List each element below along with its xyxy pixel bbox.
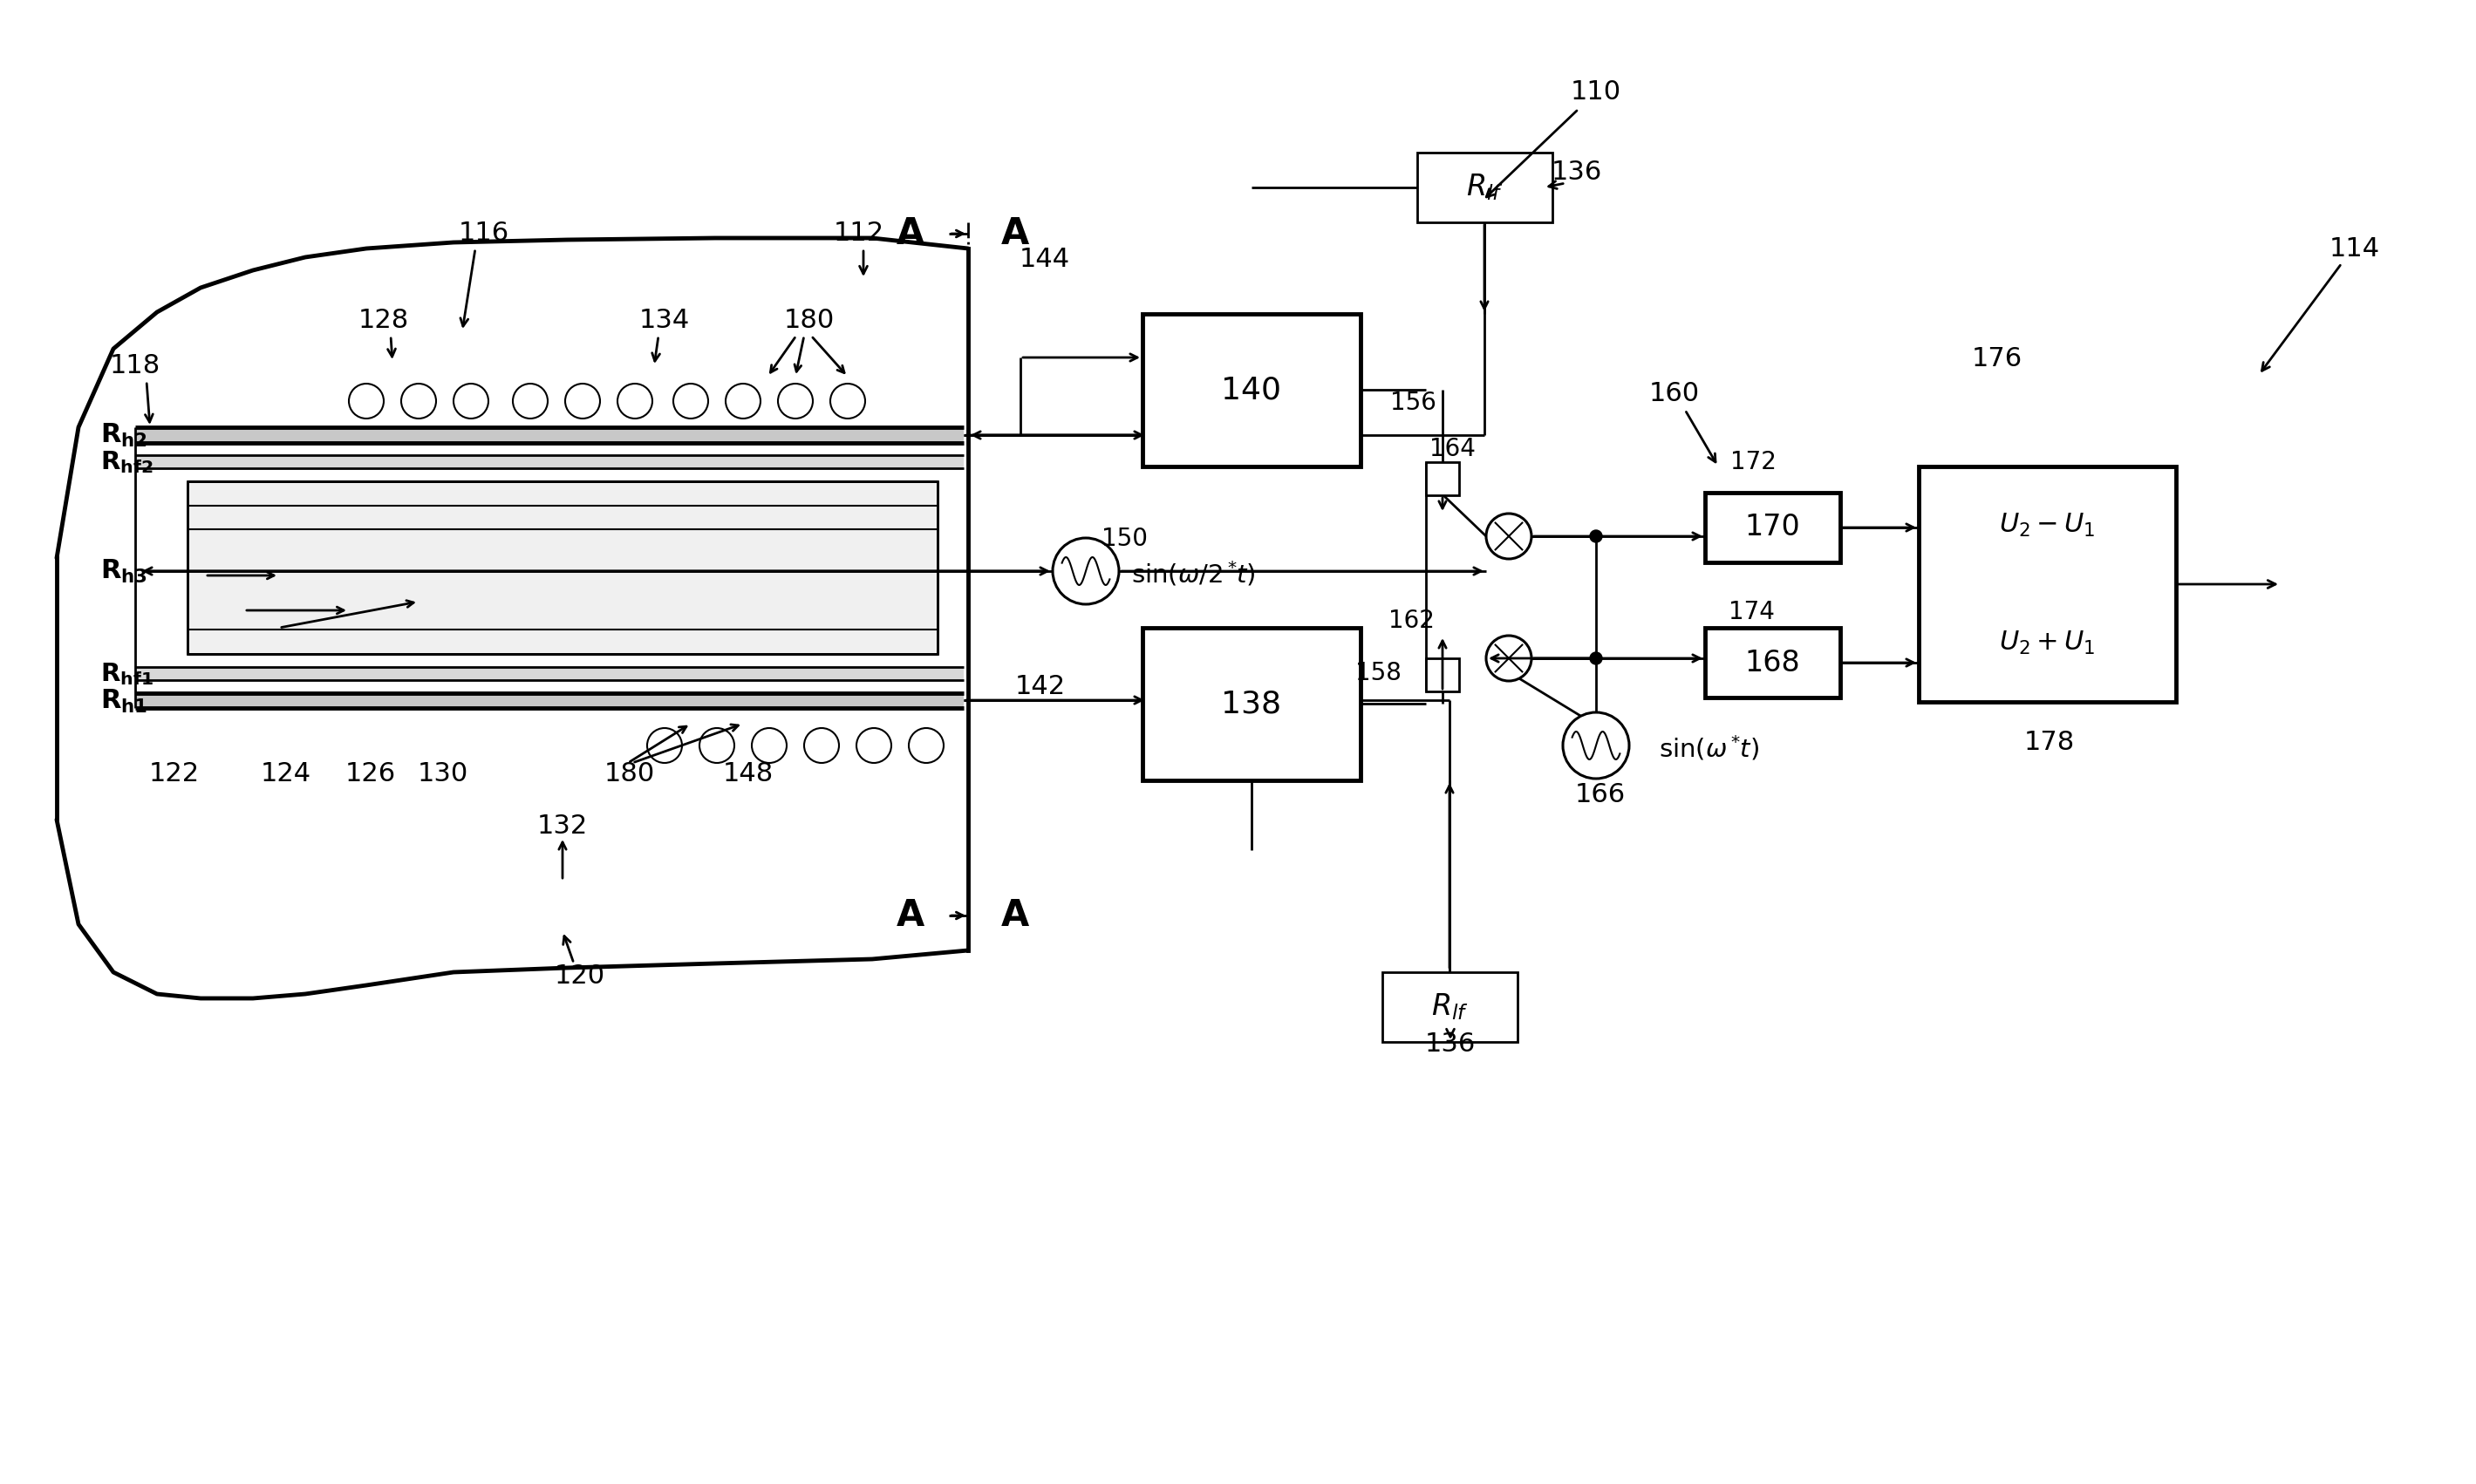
Bar	[136, 456, 963, 469]
Circle shape	[401, 384, 436, 418]
Bar	[1426, 659, 1458, 692]
Circle shape	[565, 384, 599, 418]
Text: $U_2+U_1$: $U_2+U_1$	[1998, 629, 2095, 656]
Text: 176: 176	[1971, 347, 2023, 372]
Bar	[1416, 153, 1552, 223]
Text: 114: 114	[2330, 236, 2379, 261]
Text: A: A	[896, 215, 924, 252]
Circle shape	[646, 729, 681, 763]
Bar	[1426, 462, 1458, 496]
Circle shape	[513, 384, 547, 418]
Text: $\sin(\omega/2^*\!t)$: $\sin(\omega/2^*\!t)$	[1132, 559, 1255, 588]
Text: 112: 112	[834, 221, 884, 246]
Circle shape	[1590, 651, 1602, 665]
Text: 168: 168	[1746, 649, 1800, 677]
Text: 174: 174	[1728, 600, 1775, 625]
Circle shape	[1562, 712, 1629, 779]
Bar	[1382, 972, 1518, 1042]
Text: $\mathbf{R_{h2}}$: $\mathbf{R_{h2}}$	[102, 421, 149, 448]
Text: $\mathbf{R_{h3}}$: $\mathbf{R_{h3}}$	[102, 558, 149, 585]
Text: 132: 132	[537, 813, 587, 840]
Bar	[188, 481, 938, 654]
Bar	[1706, 628, 1840, 697]
Circle shape	[805, 729, 839, 763]
Text: 150: 150	[1102, 527, 1149, 551]
Bar	[1141, 315, 1359, 466]
Circle shape	[753, 729, 787, 763]
Text: 144: 144	[1020, 248, 1070, 273]
Text: 120: 120	[555, 965, 604, 990]
Circle shape	[349, 384, 384, 418]
Circle shape	[829, 384, 864, 418]
Text: 180: 180	[785, 309, 834, 334]
Text: A: A	[1000, 215, 1030, 252]
Text: 166: 166	[1575, 782, 1627, 807]
Text: 136: 136	[1552, 160, 1602, 186]
Circle shape	[673, 384, 708, 418]
Circle shape	[857, 729, 891, 763]
Text: $U_2-U_1$: $U_2-U_1$	[1998, 512, 2095, 539]
Circle shape	[909, 729, 943, 763]
Text: A: A	[1000, 898, 1030, 933]
Text: 162: 162	[1389, 608, 1434, 634]
Text: 164: 164	[1429, 436, 1476, 462]
Circle shape	[1052, 539, 1119, 604]
Circle shape	[1486, 635, 1533, 681]
Text: 128: 128	[359, 309, 409, 334]
Circle shape	[725, 384, 760, 418]
Text: 170: 170	[1746, 513, 1800, 542]
Circle shape	[698, 729, 735, 763]
Text: A: A	[896, 898, 924, 933]
Text: 126: 126	[344, 761, 396, 787]
Circle shape	[617, 384, 651, 418]
Text: 148: 148	[723, 761, 773, 787]
Text: $\mathbf{R_{hf2}}$: $\mathbf{R_{hf2}}$	[102, 450, 154, 475]
Text: 116: 116	[458, 221, 510, 246]
Text: $R_{lf}$: $R_{lf}$	[1466, 172, 1503, 203]
Circle shape	[1486, 513, 1533, 559]
Text: 142: 142	[1015, 674, 1065, 700]
Text: 172: 172	[1731, 450, 1775, 475]
Text: 122: 122	[149, 761, 201, 787]
Text: $R_{lf}$: $R_{lf}$	[1431, 991, 1468, 1022]
Text: 124: 124	[260, 761, 312, 787]
Text: 178: 178	[2023, 730, 2075, 755]
Text: 118: 118	[109, 353, 161, 378]
Text: 156: 156	[1389, 390, 1436, 416]
Bar	[1141, 628, 1359, 781]
Text: 160: 160	[1649, 381, 1701, 407]
Bar	[1706, 493, 1840, 562]
Bar	[1919, 466, 2176, 702]
Text: 134: 134	[639, 309, 691, 334]
Circle shape	[453, 384, 488, 418]
Text: $\mathbf{R_{hf1}}$: $\mathbf{R_{hf1}}$	[102, 660, 154, 687]
Text: 136: 136	[1426, 1031, 1476, 1057]
Bar	[136, 427, 963, 442]
Text: 138: 138	[1221, 689, 1283, 718]
Text: 130: 130	[418, 761, 468, 787]
Circle shape	[777, 384, 812, 418]
Text: $\sin(\omega^*\!t)$: $\sin(\omega^*\!t)$	[1659, 733, 1760, 763]
Text: 110: 110	[1570, 79, 1622, 104]
Text: $\mathbf{R_{h1}}$: $\mathbf{R_{h1}}$	[102, 687, 149, 715]
Text: 180: 180	[604, 761, 656, 787]
Circle shape	[1590, 530, 1602, 542]
Bar	[136, 693, 963, 708]
Bar	[136, 666, 963, 680]
Text: 140: 140	[1221, 375, 1283, 405]
Text: 158: 158	[1354, 660, 1401, 686]
